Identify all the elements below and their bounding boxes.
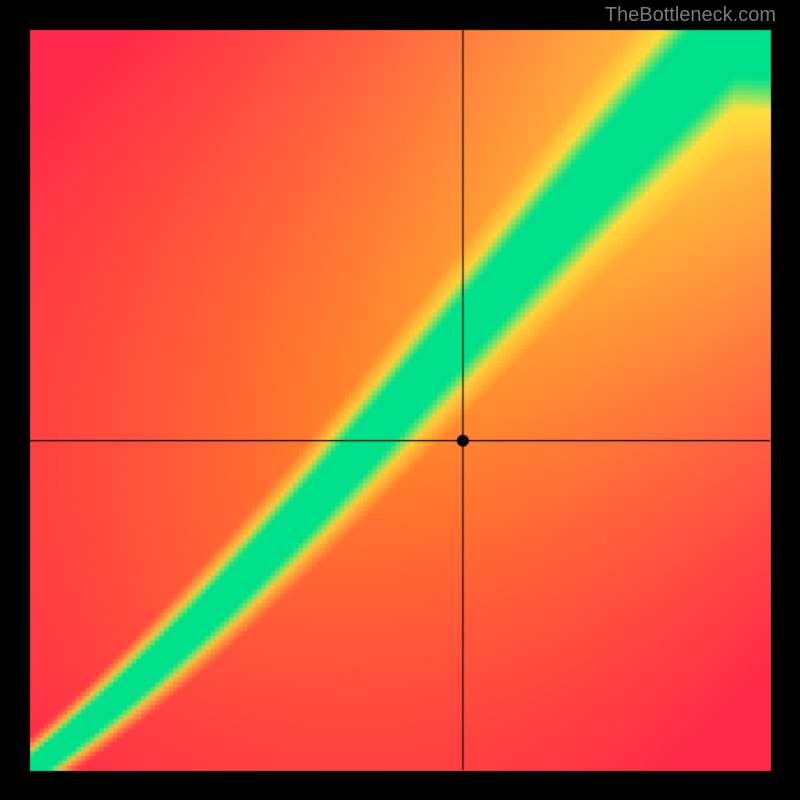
watermark-text: TheBottleneck.com bbox=[605, 4, 776, 27]
bottleneck-heatmap bbox=[0, 0, 800, 800]
chart-container: TheBottleneck.com bbox=[0, 0, 800, 800]
